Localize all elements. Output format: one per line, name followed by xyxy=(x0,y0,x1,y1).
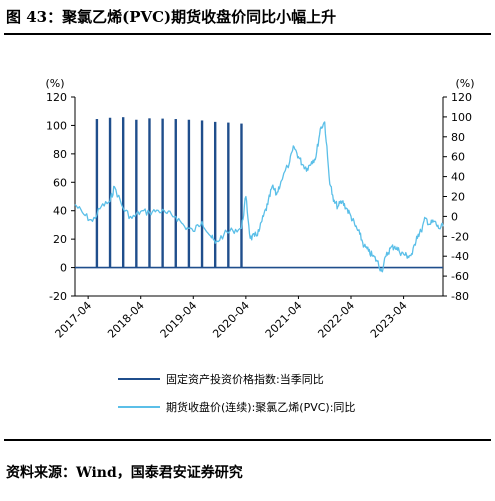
bar xyxy=(187,119,191,268)
right-axis-tick-label: -60 xyxy=(451,270,469,283)
right-axis-tick-label: -40 xyxy=(451,250,469,263)
right-axis-tick-label: -80 xyxy=(451,290,469,303)
right-axis-unit: (%) xyxy=(455,77,474,90)
x-axis-tick-label: 2023-04 xyxy=(368,299,410,341)
left-axis-tick-label: 60 xyxy=(53,176,67,189)
left-axis-tick-label: 120 xyxy=(46,91,67,104)
x-axis-tick-label: 2022-04 xyxy=(315,299,357,341)
right-axis-tick-label: 120 xyxy=(451,91,472,104)
bar xyxy=(135,119,138,268)
right-axis-tick-label: 0 xyxy=(451,210,458,223)
left-axis-tick-label: 20 xyxy=(53,233,67,246)
x-axis-tick-label: 2018-04 xyxy=(105,299,147,341)
bar xyxy=(213,121,217,268)
bar xyxy=(227,122,230,268)
right-axis-tick-label: 40 xyxy=(451,171,465,184)
x-axis-tick-label: 2021-04 xyxy=(263,299,305,341)
source-note: 资料来源：Wind，国泰君安证券研究 xyxy=(6,465,243,481)
left-axis-tick-label: 100 xyxy=(46,119,67,132)
bar xyxy=(108,117,112,268)
bar xyxy=(148,118,151,268)
x-axis-tick-label: 2017-04 xyxy=(53,299,95,341)
bar xyxy=(240,123,243,268)
bar xyxy=(95,119,99,268)
right-axis-tick-label: 80 xyxy=(451,131,465,144)
legend-label-line: 期货收盘价(连续):聚氯乙烯(PVC):同比 xyxy=(166,400,355,414)
title-rule xyxy=(4,33,491,35)
left-axis-tick-label: 40 xyxy=(53,205,67,218)
bar xyxy=(200,120,204,268)
right-axis-tick-label: -20 xyxy=(451,230,469,243)
bar xyxy=(121,117,125,268)
figure-title: 图 43：聚氯乙烯(PVC)期货收盘价同比小幅上升 xyxy=(6,8,337,26)
bar xyxy=(161,118,164,268)
series-line-pvc xyxy=(74,121,444,273)
left-axis-tick-label: 0 xyxy=(60,262,67,275)
source-rule xyxy=(4,439,491,441)
legend-label-bar: 固定资产投资价格指数:当季同比 xyxy=(166,372,324,386)
bar xyxy=(174,119,177,268)
right-axis-tick-label: 100 xyxy=(451,111,472,124)
left-axis-tick-label: -20 xyxy=(49,290,67,303)
x-axis-tick-label: 2020-04 xyxy=(210,299,252,341)
right-axis-tick-label: 60 xyxy=(451,151,465,164)
x-axis-tick-label: 2019-04 xyxy=(158,299,200,341)
left-axis-tick-label: 80 xyxy=(53,148,67,161)
right-axis-tick-label: 20 xyxy=(451,191,465,204)
left-axis-unit: (%) xyxy=(45,77,64,90)
